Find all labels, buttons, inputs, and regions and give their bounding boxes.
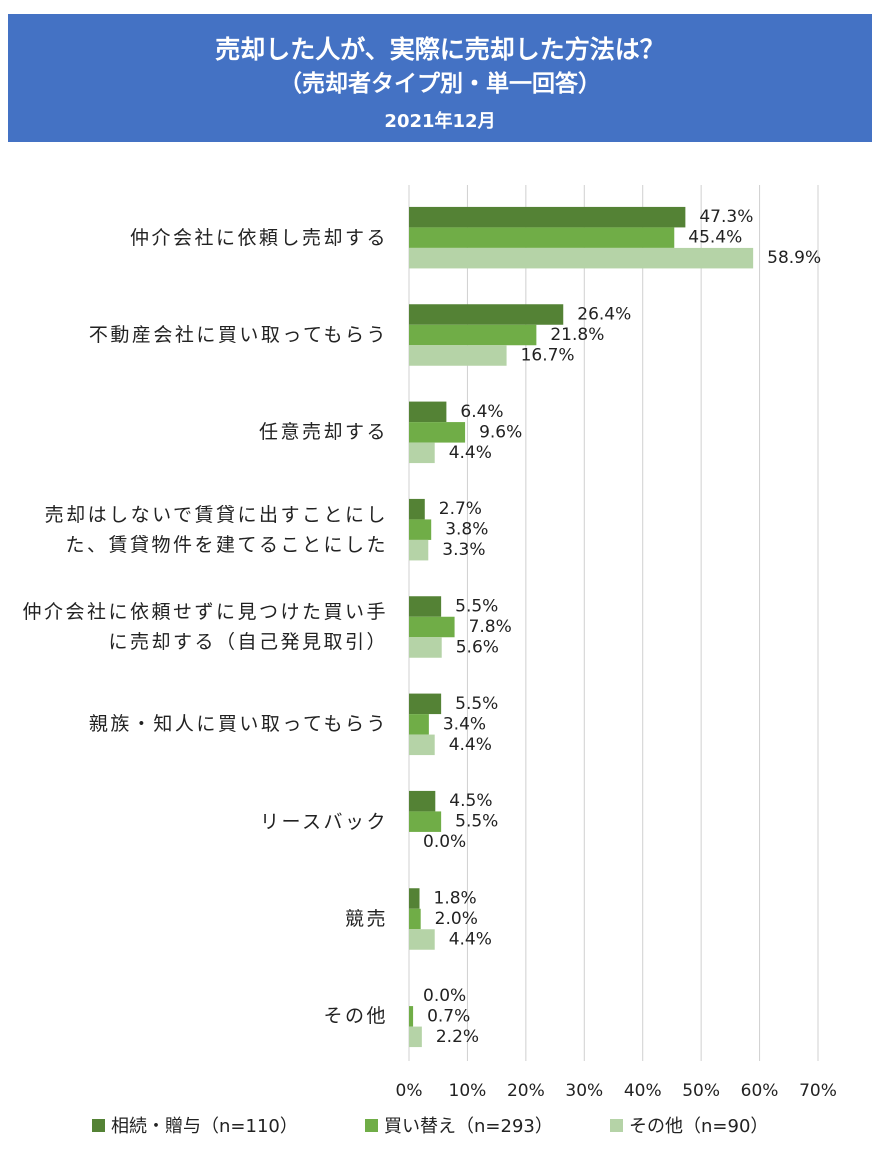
value-label: 5.5%	[455, 812, 498, 832]
value-label: 3.8%	[445, 520, 488, 540]
value-label: 4.5%	[449, 791, 492, 811]
x-tick-label: 60%	[741, 1081, 779, 1101]
bar	[409, 206, 686, 228]
value-label: 1.8%	[434, 889, 477, 909]
value-label: 2.0%	[435, 909, 478, 929]
value-label: 5.6%	[456, 638, 499, 658]
legend-swatch	[365, 1119, 378, 1132]
bar	[409, 616, 455, 638]
bar	[409, 1006, 414, 1027]
bar	[409, 345, 507, 366]
bar	[409, 790, 436, 812]
value-label: 5.5%	[455, 694, 498, 714]
y-tick-label: 親族・知人に買い取ってもらう	[88, 713, 388, 736]
bar	[409, 519, 432, 540]
bar	[409, 811, 442, 832]
value-label: 3.3%	[442, 540, 485, 560]
bar	[409, 304, 564, 325]
value-label: 16.7%	[521, 346, 575, 366]
bar	[409, 401, 447, 423]
value-label: 6.4%	[460, 402, 503, 422]
bar	[409, 908, 421, 930]
y-tick-label: 不動産会社に買い取ってもらう	[88, 324, 388, 346]
value-label: 45.4%	[688, 228, 742, 248]
value-label: 21.8%	[550, 325, 604, 345]
bar	[409, 734, 435, 756]
bar	[409, 693, 442, 715]
y-tick-label: 売却はしないで賃貸に出すことにした、賃貸物件を建てることにした	[44, 503, 388, 556]
value-label: 5.5%	[455, 597, 498, 617]
bar	[409, 888, 420, 909]
y-tick-label: その他	[323, 1005, 388, 1028]
chart-subtitle: （売却者タイプ別・単一回答）	[279, 71, 601, 97]
bar	[409, 714, 429, 735]
bar	[409, 1026, 422, 1048]
value-label: 9.6%	[479, 422, 522, 442]
value-label: 26.4%	[577, 305, 631, 325]
bar	[409, 498, 425, 520]
bar	[409, 247, 754, 269]
value-label: 2.2%	[436, 1027, 479, 1047]
y-tick-label: 仲介会社に依頼し売却する	[129, 226, 388, 249]
x-tick-label: 30%	[565, 1081, 603, 1101]
legend-label: その他（n=90）	[629, 1116, 768, 1137]
y-tick-label: 競売	[344, 908, 388, 930]
value-label: 4.4%	[449, 735, 492, 755]
legend-swatch	[610, 1119, 623, 1132]
value-label: 0.0%	[423, 986, 466, 1006]
value-label: 4.4%	[449, 443, 492, 463]
y-tick-label: リースバック	[259, 810, 388, 833]
header: 売却した人が、実際に売却した方法は？ （売却者タイプ別・単一回答） 2021年1…	[8, 14, 872, 142]
value-label: 4.4%	[449, 930, 492, 950]
x-tick-label: 20%	[507, 1081, 545, 1101]
x-tick-label: 0%	[396, 1081, 423, 1101]
value-label: 0.0%	[423, 832, 466, 852]
x-tick-label: 10%	[449, 1081, 487, 1101]
chart-date: 2021年12月	[384, 111, 496, 132]
chart-title: 売却した人が、実際に売却した方法は？	[215, 35, 665, 64]
value-label: 7.8%	[469, 617, 512, 637]
bar	[409, 442, 435, 464]
value-label: 0.7%	[427, 1006, 470, 1026]
bar	[409, 539, 429, 561]
value-label: 2.7%	[439, 499, 482, 519]
x-tick-label: 40%	[624, 1081, 662, 1101]
y-tick-label: 仲介会社に依頼せずに見つけた買い手に売却する（自己発見取引）	[22, 601, 388, 653]
legend-swatch	[92, 1119, 105, 1132]
legend-label: 相続・贈与（n=110）	[111, 1116, 298, 1137]
bar	[409, 422, 466, 443]
x-tick-label: 50%	[682, 1081, 720, 1101]
value-label: 58.9%	[767, 248, 821, 268]
bar	[409, 637, 442, 658]
legend-label: 買い替え（n=293）	[384, 1116, 553, 1137]
value-label: 47.3%	[699, 207, 753, 227]
bar	[409, 596, 442, 617]
x-tick-label: 70%	[799, 1081, 837, 1101]
bar	[409, 324, 537, 346]
y-tick-label: 任意売却する	[258, 421, 388, 444]
value-label: 3.4%	[443, 714, 486, 734]
bar	[409, 227, 675, 248]
bar	[409, 929, 435, 950]
